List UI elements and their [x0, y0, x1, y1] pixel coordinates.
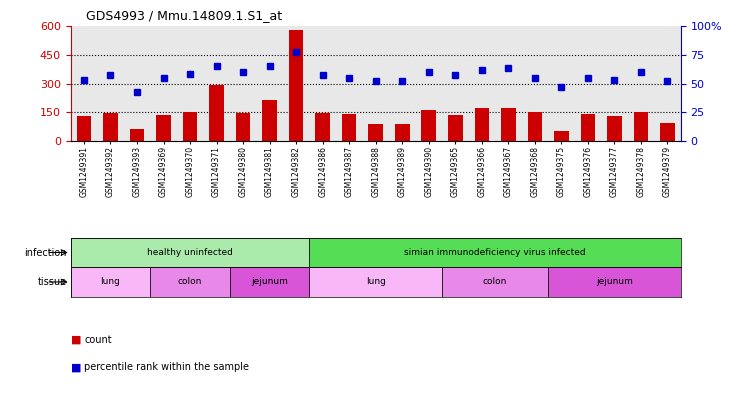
- Bar: [236, 114, 251, 141]
- Text: healthy uninfected: healthy uninfected: [147, 248, 233, 257]
- Bar: [660, 123, 675, 141]
- Bar: [209, 85, 224, 141]
- Text: simian immunodeficiency virus infected: simian immunodeficiency virus infected: [404, 248, 586, 257]
- Bar: [448, 116, 463, 141]
- Text: jejunum: jejunum: [251, 277, 288, 286]
- Bar: [230, 267, 310, 297]
- Bar: [71, 267, 150, 297]
- Bar: [634, 112, 648, 141]
- Bar: [129, 129, 144, 141]
- Bar: [421, 110, 436, 141]
- Text: infection: infection: [25, 248, 67, 257]
- Bar: [183, 112, 197, 141]
- Bar: [71, 238, 310, 267]
- Bar: [103, 114, 118, 141]
- Bar: [475, 108, 489, 141]
- Text: colon: colon: [178, 277, 202, 286]
- Bar: [156, 116, 171, 141]
- Text: ■: ■: [71, 335, 81, 345]
- Bar: [442, 267, 548, 297]
- Text: ■: ■: [71, 362, 81, 373]
- Text: colon: colon: [483, 277, 507, 286]
- Bar: [310, 267, 442, 297]
- Bar: [150, 267, 230, 297]
- Bar: [580, 114, 595, 141]
- Text: GDS4993 / Mmu.14809.1.S1_at: GDS4993 / Mmu.14809.1.S1_at: [86, 9, 282, 22]
- Bar: [77, 116, 92, 141]
- Bar: [501, 108, 516, 141]
- Bar: [548, 267, 681, 297]
- Bar: [310, 238, 681, 267]
- Text: count: count: [84, 335, 112, 345]
- Text: lung: lung: [100, 277, 121, 286]
- Bar: [342, 114, 356, 141]
- Bar: [607, 116, 622, 141]
- Bar: [263, 100, 277, 141]
- Text: tissue: tissue: [38, 277, 67, 287]
- Bar: [395, 124, 409, 141]
- Text: percentile rank within the sample: percentile rank within the sample: [84, 362, 249, 373]
- Text: jejunum: jejunum: [596, 277, 633, 286]
- Bar: [368, 124, 383, 141]
- Bar: [527, 112, 542, 141]
- Bar: [315, 114, 330, 141]
- Bar: [289, 30, 304, 141]
- Bar: [554, 131, 568, 141]
- Text: lung: lung: [366, 277, 385, 286]
